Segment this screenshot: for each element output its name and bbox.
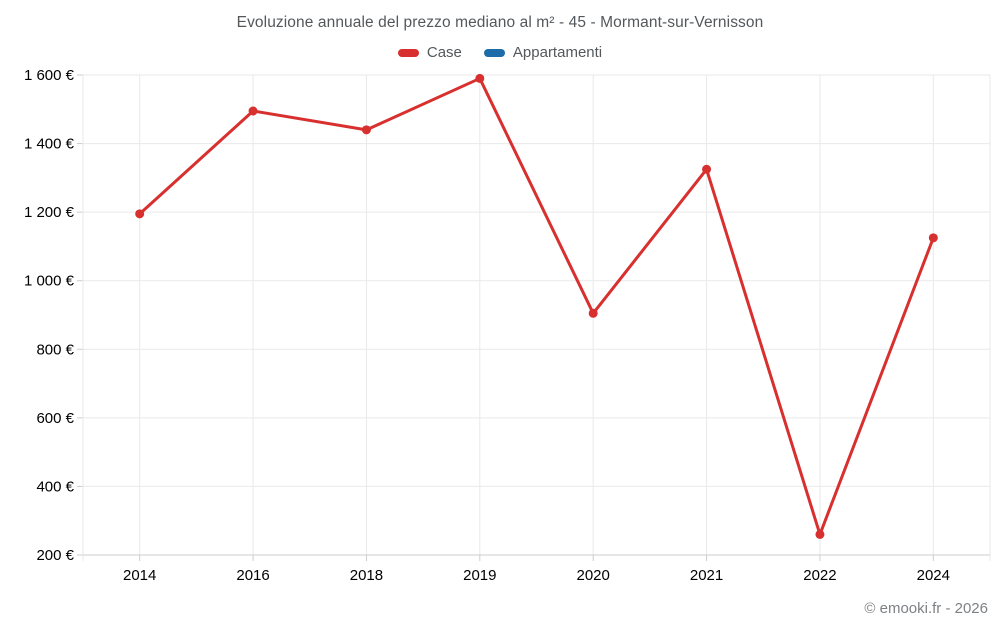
chart-legend: Case Appartamenti — [0, 44, 1000, 61]
y-axis-label: 600 € — [36, 410, 74, 427]
y-axis-label: 200 € — [36, 547, 74, 564]
x-axis-label: 2024 — [917, 567, 950, 584]
chart-title: Evoluzione annuale del prezzo mediano al… — [236, 14, 764, 31]
x-axis-label: 2019 — [463, 567, 496, 584]
case-legend-label: Case — [426, 44, 462, 61]
x-axis-label: 2018 — [350, 567, 383, 584]
y-axis-label: 1 000 € — [24, 273, 75, 290]
x-axis-label: 2014 — [123, 567, 156, 584]
x-axis-label: 2021 — [690, 567, 723, 584]
case-data-point-2014[interactable] — [135, 209, 145, 219]
case-data-point-2018[interactable] — [361, 125, 371, 135]
x-axis-label: 2016 — [236, 567, 269, 584]
y-axis-label: 400 € — [36, 478, 74, 495]
x-axis-label: 2020 — [577, 567, 610, 584]
legend-item-appartamenti[interactable]: Appartamenti — [483, 44, 603, 61]
y-axis-label: 800 € — [36, 341, 74, 358]
case-data-point-2024[interactable] — [928, 233, 938, 243]
appartamenti-legend-swatch — [483, 48, 505, 57]
copyright-footer: © emooki.fr - 2026 — [864, 600, 988, 617]
case-data-point-2021[interactable] — [702, 164, 712, 174]
x-axis-label: 2022 — [803, 567, 836, 584]
case-data-point-2022[interactable] — [815, 529, 825, 539]
y-axis-label: 1 400 € — [24, 136, 75, 153]
case-line — [138, 76, 935, 536]
legend-item-case[interactable]: Case — [397, 44, 462, 61]
case-data-point-2020[interactable] — [588, 308, 598, 318]
case-legend-swatch — [397, 48, 419, 57]
appartamenti-legend-label: Appartamenti — [512, 44, 603, 61]
case-data-point-2019[interactable] — [475, 73, 485, 83]
y-axis-label: 1 200 € — [24, 204, 75, 221]
y-axis-label: 1 600 € — [24, 67, 75, 84]
case-data-point-2016[interactable] — [248, 106, 258, 116]
